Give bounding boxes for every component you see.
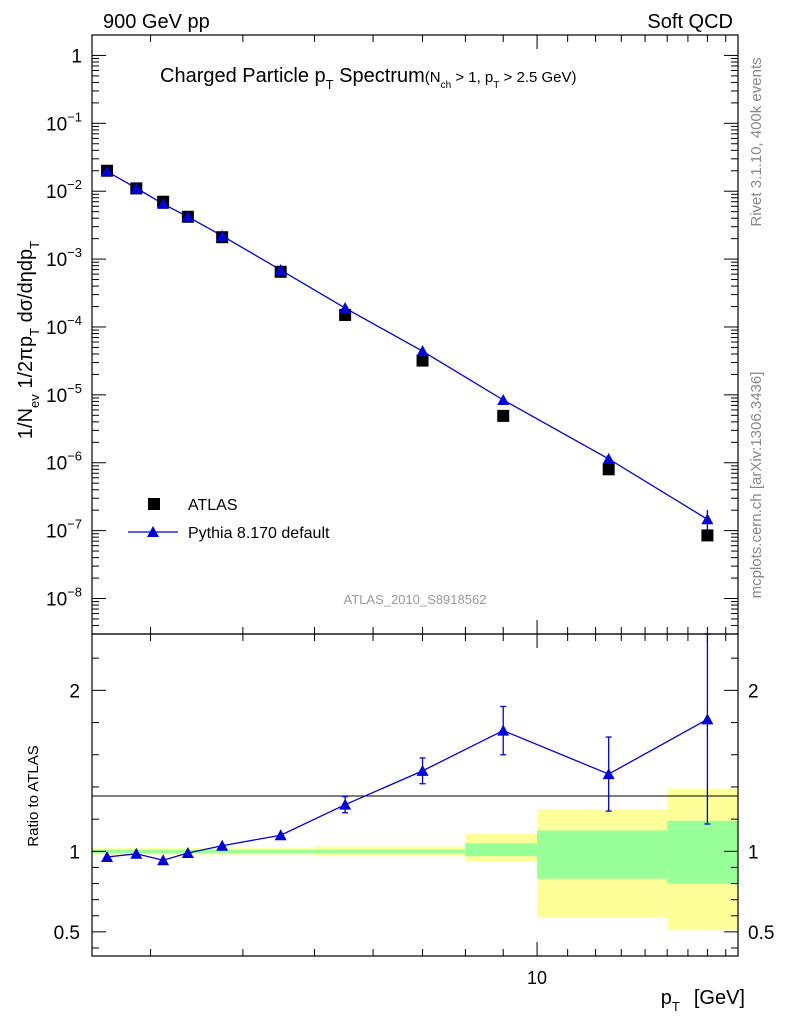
x-axis-label: pT [GeV] [661,987,745,1014]
atlas-band-inner [92,849,123,853]
header-left: 900 GeV pp [103,11,210,33]
atlas-band-inner [314,849,374,853]
atlas-band-inner [242,849,315,853]
ratio-y-tick-label: 0.5 [54,923,80,944]
x-tick-label: 10 [527,968,547,988]
atlas-band-inner [373,849,466,853]
atlas-band-inner [667,820,738,884]
pythia-point [497,393,510,405]
atlas-band-inner [465,843,538,857]
top-y-tick-label: 10−3 [46,245,82,271]
legend-atlas-marker [148,498,160,510]
top-y-tick-label: 10−8 [46,585,82,611]
pythia-point [216,229,229,241]
legend-atlas-label: ATLAS [188,497,238,514]
ratio-panel: 10 0.5 0.5 1 1 2 2 Ratio to ATLAS pT [GeV] [25,633,774,1014]
analysis-id: ATLAS_2010_S8918562 [344,592,487,607]
atlas-point [497,409,510,422]
atlas-point [701,529,714,542]
pythia-point [181,210,194,222]
pythia-line [106,170,708,520]
mcplots-label: mcplots.cern.ch [arXiv:1306.3436] [748,372,765,599]
ratio-point [339,798,352,810]
legend: ATLAS Pythia 8.170 default [128,497,330,542]
ratio-point [216,839,229,851]
ratio-point [101,850,114,862]
atlas-band-inner [537,830,668,879]
atlas-band-inner [150,849,177,853]
pythia-point [416,345,429,357]
ratio-ylabel: Ratio to ATLAS [25,745,42,846]
pythia-point [157,197,170,209]
spectrum-ylabel: 1/Nev 1/2πpT dσ/dηdpT [15,241,42,439]
top-y-tick-label: 10−2 [46,177,82,203]
ratio-y-tick-label-right: 2 [748,681,759,702]
ratio-point [701,713,714,725]
top-y-tick-label: 10−7 [46,517,82,543]
top-y-tick-label: 10−1 [46,109,82,135]
pythia-point [602,452,615,464]
rivet-label: Rivet 3.1.10, 400k events [748,57,765,226]
ratio-point [181,846,194,858]
top-y-tick-label: 1 [71,46,82,67]
pythia-point [701,513,714,525]
ratio-y-tick-label-right: 0.5 [748,923,774,944]
ratio-point [274,829,287,841]
atlas-point [602,463,615,476]
pythia-point [130,182,143,194]
top-y-tick-label: 10−5 [46,381,82,407]
ratio-y-tick-label: 2 [69,681,80,702]
ratio-point [602,768,615,780]
ratio-point [416,764,429,776]
top-y-tick-label: 10−4 [46,313,82,339]
atlas-point [416,354,429,367]
top-y-tick-label: 10−6 [46,449,82,475]
ratio-point [157,854,170,866]
pythia-point [274,264,287,276]
ratio-y-tick-label: 1 [69,842,80,863]
header-right: Soft QCD [647,11,733,33]
legend-pythia-label: Pythia 8.170 default [188,525,330,542]
ratio-y-tick-label-right: 1 [748,842,759,863]
ratio-point [497,724,510,736]
legend-pythia-marker [147,526,159,537]
chart-title: Charged Particle pT Spectrum(Nch > 1, pT… [160,65,577,92]
ratio-point [130,847,143,859]
atlas-band-inner [200,849,243,853]
pythia-point [101,165,114,177]
spectrum-panel: 1 10−1 10−2 10−3 10−4 10−5 10−6 10−7 10−8 Charge… [15,34,739,635]
ratio-frame [91,633,739,957]
spectrum-frame [91,34,739,635]
pythia-point [339,302,352,314]
